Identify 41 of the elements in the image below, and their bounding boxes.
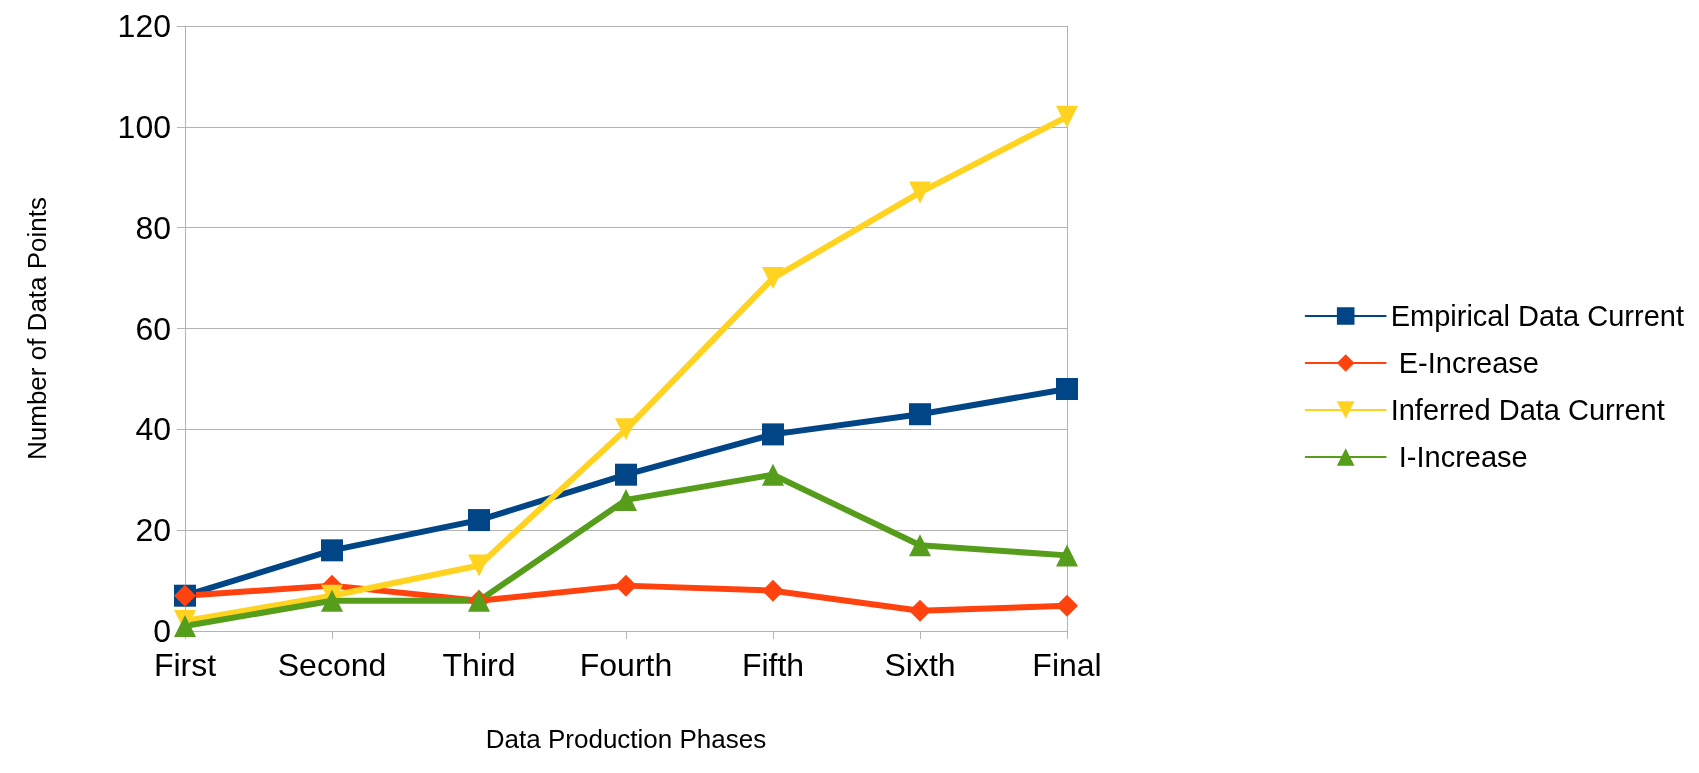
y-tick-label: 80 xyxy=(135,209,171,246)
point xyxy=(762,579,784,602)
point xyxy=(762,463,784,486)
point xyxy=(468,509,490,532)
point xyxy=(615,418,637,441)
point xyxy=(762,423,784,446)
point xyxy=(468,554,490,577)
point xyxy=(174,614,196,637)
x-tick-label: First xyxy=(153,647,217,683)
point xyxy=(909,534,931,557)
x-tick-label: Fifth xyxy=(741,647,805,683)
point xyxy=(1056,105,1078,128)
x-tick-label: Final xyxy=(1032,647,1102,683)
point xyxy=(1056,378,1078,400)
point xyxy=(615,488,637,511)
y-tick-label: 120 xyxy=(117,8,171,44)
x-tick-label: Third xyxy=(442,647,516,683)
legend-label: E-Increase xyxy=(1390,347,1539,379)
point xyxy=(1056,544,1078,567)
x-axis-title: Data Production Phases xyxy=(485,724,767,754)
x-tick-label: Sixth xyxy=(884,647,956,683)
point xyxy=(615,574,637,597)
legend-label: Empirical Data Current xyxy=(1390,300,1685,332)
x-tick-label: Second xyxy=(277,647,387,683)
point xyxy=(909,599,931,622)
x-tick-label: Fourth xyxy=(579,647,673,683)
point xyxy=(909,403,931,426)
point xyxy=(321,539,343,562)
y-tick-label: 60 xyxy=(135,310,171,347)
legend-label: Inferred Data Current xyxy=(1390,394,1665,426)
point xyxy=(615,463,637,486)
point xyxy=(909,181,931,204)
y-tick-label: 100 xyxy=(117,108,171,145)
point xyxy=(1056,594,1078,617)
legend-label: I-Increase xyxy=(1390,441,1528,473)
point xyxy=(762,267,784,290)
point xyxy=(321,589,343,612)
y-axis-title: Number of Data Points xyxy=(22,196,52,461)
y-tick-label: 40 xyxy=(135,411,171,448)
y-tick-label: 0 xyxy=(153,613,171,649)
y-tick-label: 20 xyxy=(135,512,171,549)
